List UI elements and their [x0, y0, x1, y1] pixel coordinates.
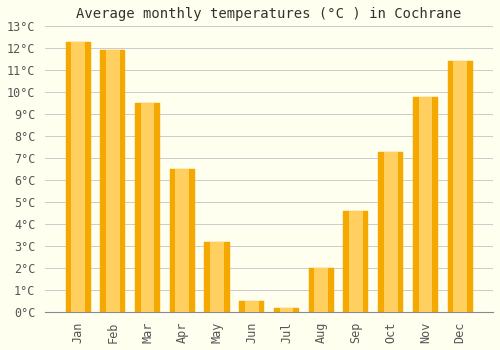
Bar: [454, 62, 467, 312]
Bar: [100, 50, 126, 312]
Bar: [308, 268, 334, 312]
Bar: [135, 103, 160, 312]
Bar: [210, 241, 224, 312]
Bar: [274, 308, 299, 312]
Bar: [170, 169, 195, 312]
Bar: [140, 103, 154, 312]
Bar: [106, 50, 120, 312]
Bar: [314, 268, 328, 312]
Bar: [418, 97, 432, 312]
Bar: [349, 211, 363, 312]
Bar: [413, 97, 438, 312]
Bar: [204, 241, 230, 312]
Title: Average monthly temperatures (°C ) in Cochrane: Average monthly temperatures (°C ) in Co…: [76, 7, 462, 21]
Bar: [448, 62, 472, 312]
Bar: [66, 42, 90, 312]
Bar: [344, 211, 368, 312]
Bar: [245, 301, 258, 312]
Bar: [239, 301, 264, 312]
Bar: [280, 308, 293, 312]
Bar: [384, 152, 398, 312]
Bar: [378, 152, 403, 312]
Bar: [71, 42, 85, 312]
Bar: [176, 169, 189, 312]
